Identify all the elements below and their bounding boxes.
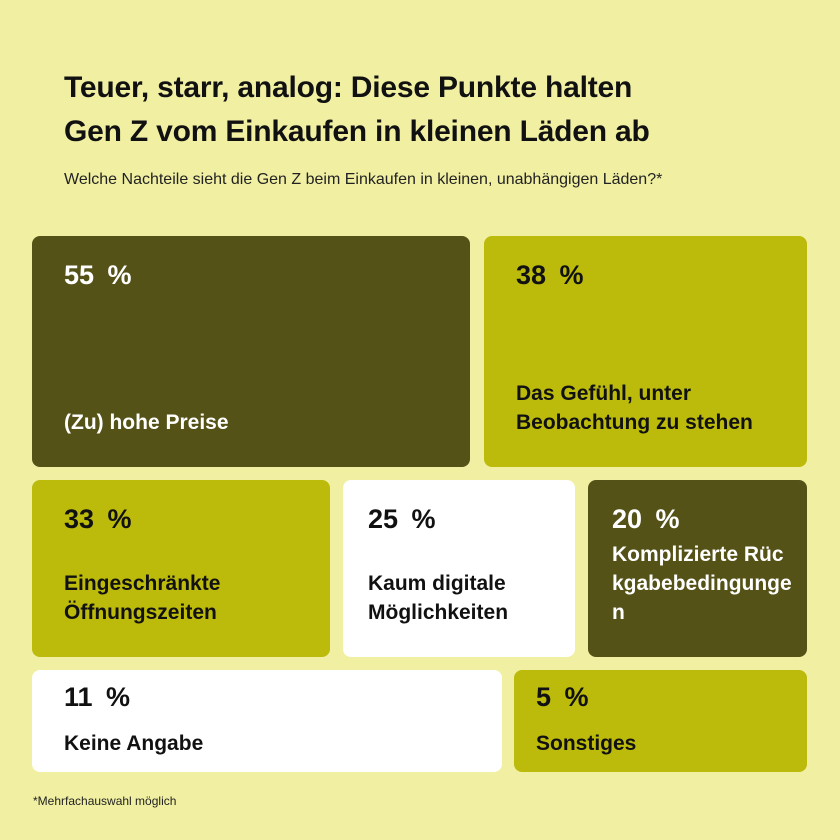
tile: 55 % (Zu) hohe Preise	[32, 236, 470, 467]
tile: 5 % Sonstiges	[514, 670, 807, 772]
footnote: *Mehrfachauswahl möglich	[33, 794, 177, 808]
tile: 11 % Keine Angabe	[32, 670, 502, 772]
chart-subtitle: Welche Nachteile sieht die Gen Z beim Ei…	[64, 171, 663, 188]
tile-value: 25 %	[368, 504, 436, 534]
title-line-2: Gen Z vom Einkaufen in kleinen Läden ab	[64, 115, 650, 148]
tile-value: 38 %	[516, 260, 584, 290]
tile-value: 33 %	[64, 504, 132, 534]
tile: 25 % Kaum digitale Möglichkeiten	[343, 480, 575, 657]
chart-title: Teuer, starr, analog: Diese Punkte halte…	[64, 66, 650, 154]
tile-label: Das Gefühl, unter Beobachtung zu stehen	[516, 382, 753, 434]
tile: 20 % Komplizierte Rückgabebedingungen	[588, 480, 807, 657]
tile-value: 55 %	[64, 260, 132, 290]
tile: 33 % Eingeschränkte Öffnungszeiten	[32, 480, 330, 657]
tile-label: (Zu) hohe Preise	[64, 411, 229, 434]
tile-label: Komplizierte Rückgabebedingungen	[612, 543, 792, 624]
tile: 38 % Das Gefühl, unter Beobachtung zu ste…	[484, 236, 807, 467]
tile-value: 11 %	[64, 682, 131, 712]
tile-label: Sonstiges	[536, 732, 637, 755]
tile-label: Kaum digitale Möglichkeiten	[368, 572, 509, 624]
tile-label: Eingeschränkte Öffnungszeiten	[64, 572, 221, 624]
tile-label: Keine Angabe	[64, 732, 204, 755]
tile-value: 20 %	[612, 504, 680, 534]
tile-value: 5 %	[536, 682, 589, 712]
title-line-1: Teuer, starr, analog: Diese Punkte halte…	[64, 71, 633, 104]
